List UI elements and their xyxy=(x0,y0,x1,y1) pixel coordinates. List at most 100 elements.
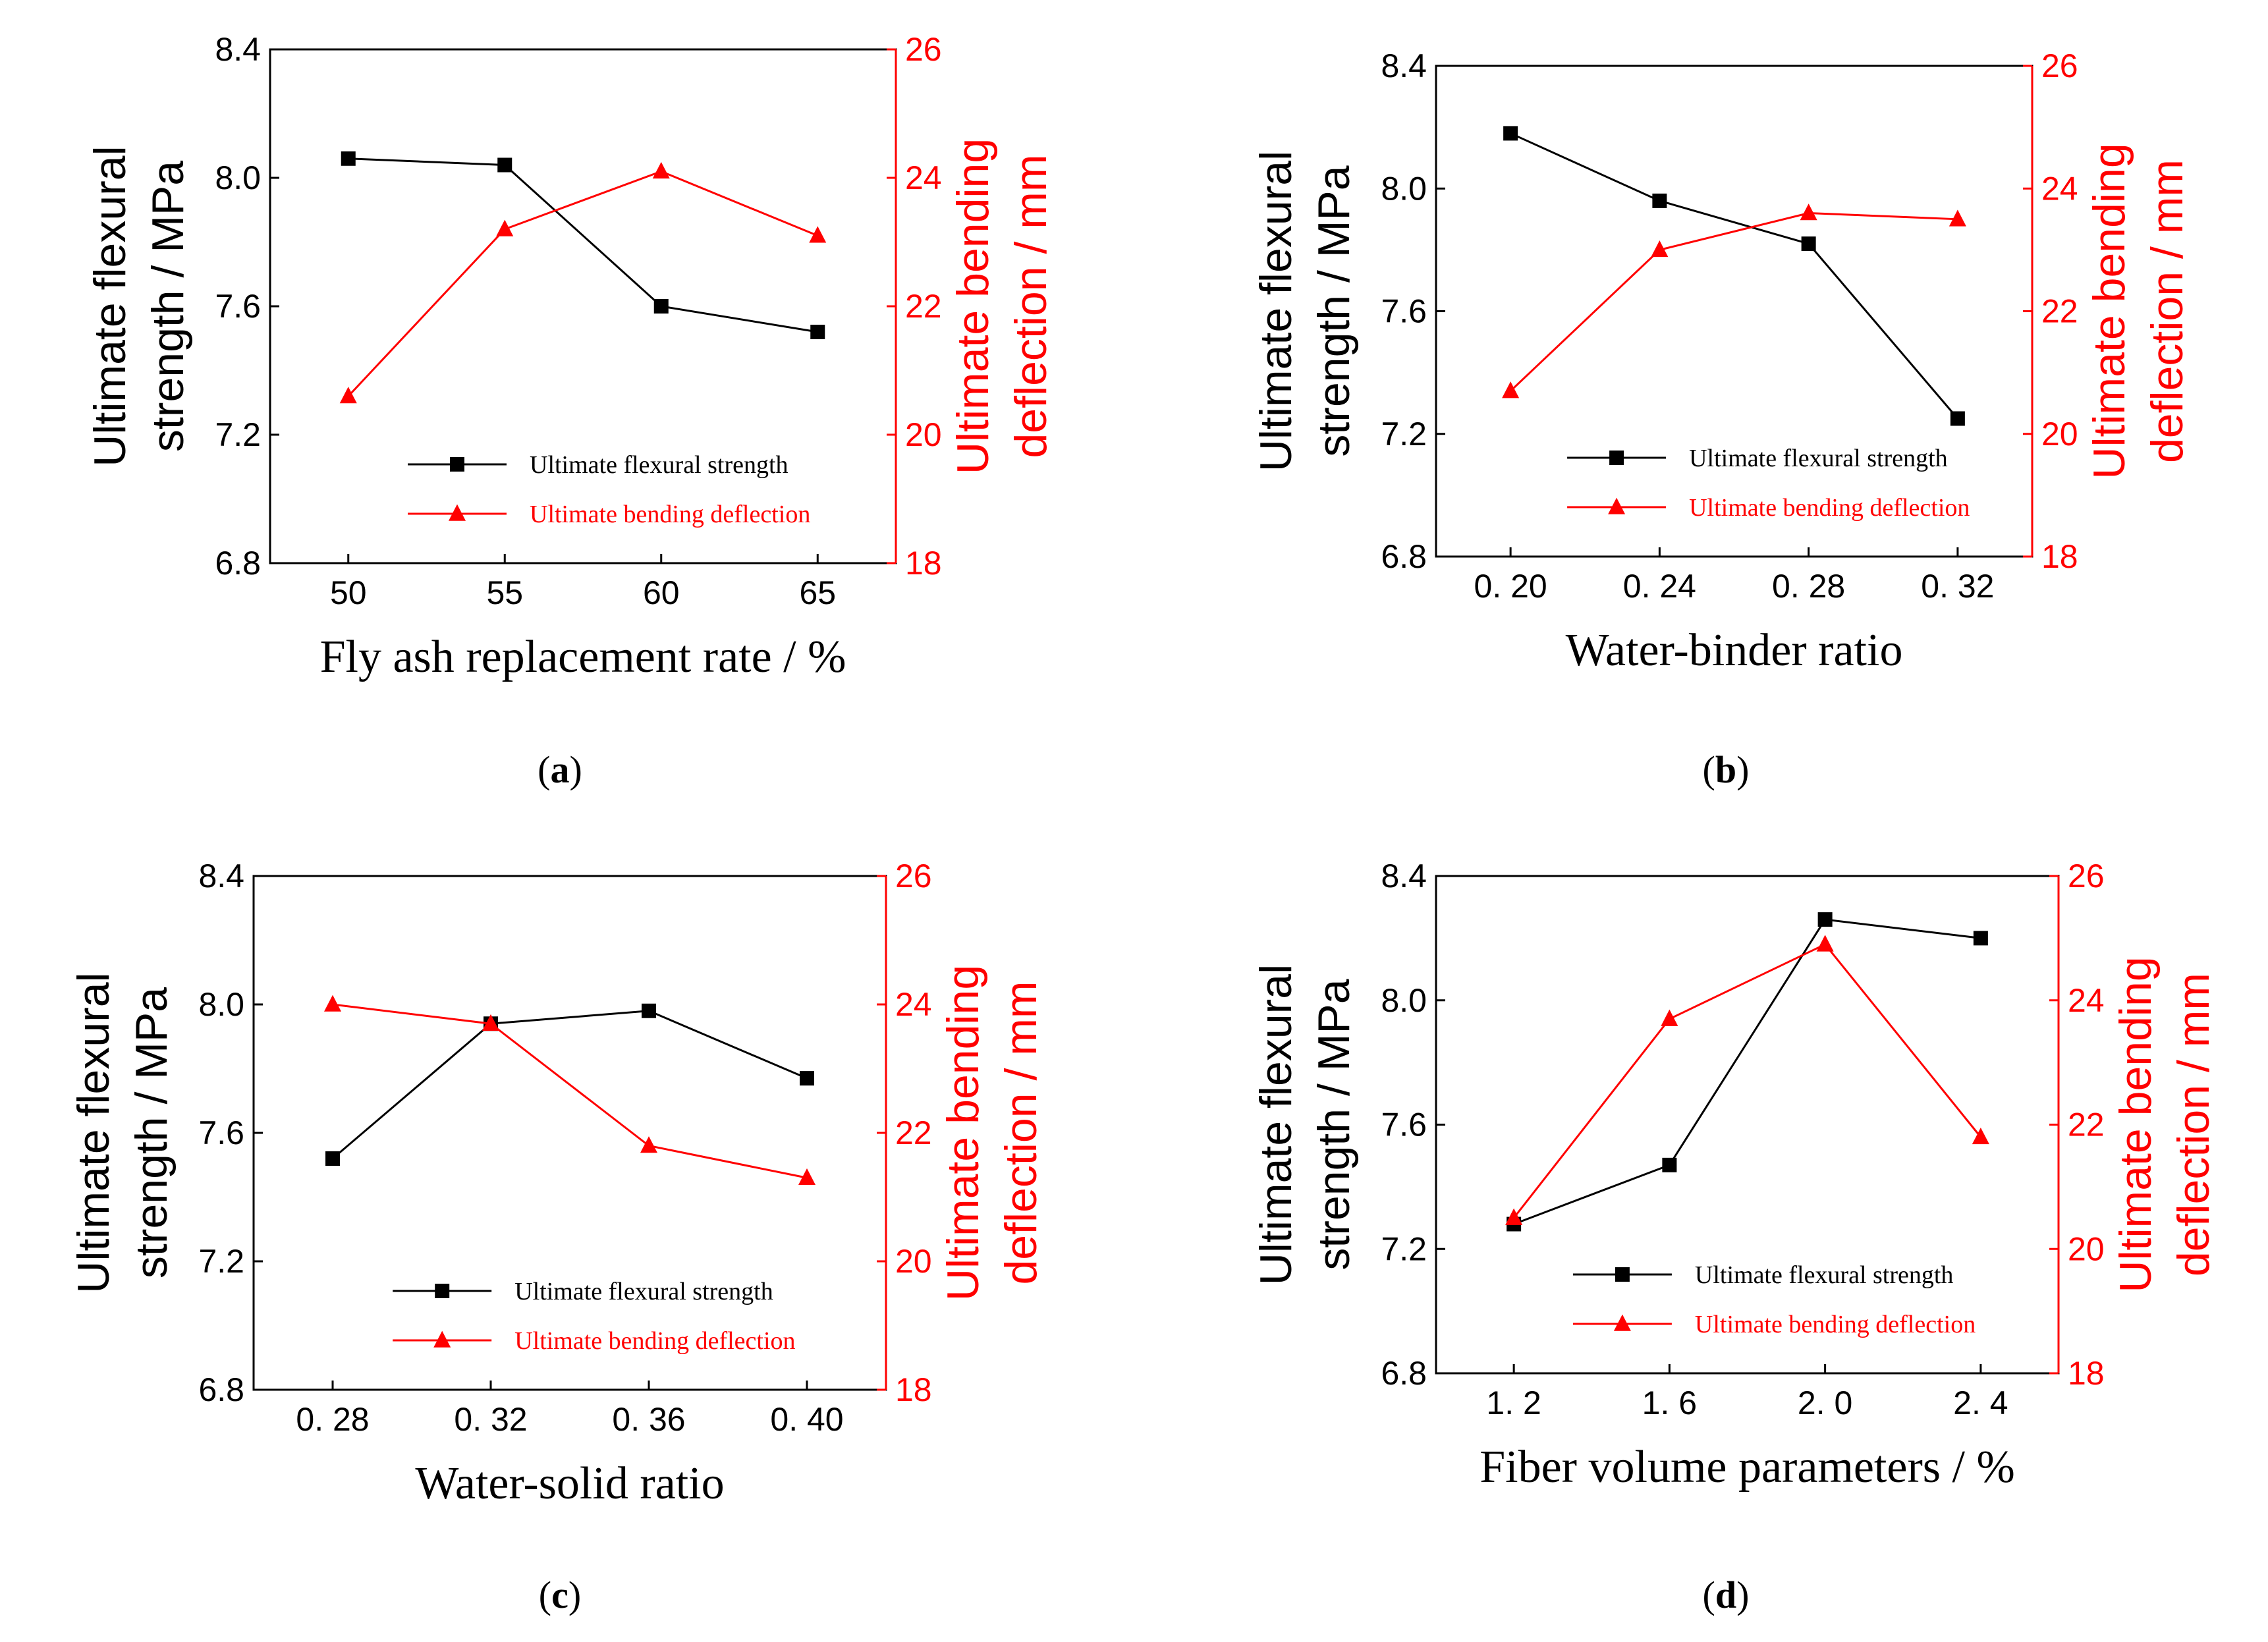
right-tick-label: 26 xyxy=(905,31,942,68)
left-axis-title-line: Ultimate flexural xyxy=(69,972,119,1294)
left-tick-label: 8.4 xyxy=(1381,858,1427,894)
right-tick-label: 18 xyxy=(895,1371,932,1408)
right-tick-label: 18 xyxy=(2068,1355,2105,1392)
right-tick-label: 24 xyxy=(2041,170,2078,207)
x-tick-label: 0. 36 xyxy=(612,1401,685,1438)
caption-open: ( xyxy=(1702,1574,1715,1616)
right-tick-label: 24 xyxy=(905,159,942,196)
right-tick-label: 18 xyxy=(2041,538,2078,575)
right-axis-title: Ultimate bending deflection / mm xyxy=(2084,143,2192,479)
right-tick-label: 22 xyxy=(905,288,942,325)
left-tick-label: 8.0 xyxy=(198,986,244,1023)
x-tick-label: 55 xyxy=(486,574,523,611)
x-tick-label: 0. 28 xyxy=(296,1401,369,1438)
left-axis-title-line: strength / MPa xyxy=(143,161,193,452)
x-tick-label: 1. 2 xyxy=(1486,1384,1541,1421)
caption-d: (d) xyxy=(1627,1573,1825,1617)
left-tick-label: 8.0 xyxy=(1381,982,1427,1019)
caption-letter: a xyxy=(550,748,570,791)
data-point-square xyxy=(810,325,825,339)
x-axis-title: Fly ash replacement rate / % xyxy=(320,632,846,682)
x-axis-title: Fiber volume parameters / % xyxy=(1480,1442,2015,1492)
data-point-triangle xyxy=(1613,1314,1631,1331)
right-tick-label: 18 xyxy=(905,545,942,582)
legend-label: Ultimate bending deflection xyxy=(514,1327,795,1355)
deflection-series-line xyxy=(1512,943,1982,1218)
x-tick-label: 50 xyxy=(330,574,367,611)
chart-panel-c: 6.8 7.2 7.6 8.0 8.4 18 20 22 24 26 0. 28 0. 32 0. 36… xyxy=(69,858,1046,1509)
x-tick-label: 0. 40 xyxy=(770,1401,843,1438)
strength-series-line xyxy=(1513,918,1981,1225)
x-axis-title: Water-binder ratio xyxy=(1566,625,1903,676)
data-point-triangle xyxy=(339,387,357,404)
left-axis-title: Ultimate flexural strength / MPa xyxy=(69,972,177,1294)
left-tick-label: 7.6 xyxy=(1381,1107,1427,1143)
caption-close: ) xyxy=(1736,748,1750,791)
left-tick-label: 7.2 xyxy=(215,416,261,453)
strength-series-line xyxy=(1510,132,1959,420)
left-tick-label: 6.8 xyxy=(215,545,261,582)
left-tick-label: 7.6 xyxy=(215,288,261,325)
left-tick-label: 8.0 xyxy=(1381,170,1427,207)
right-axis-title-line: Ultimate bending xyxy=(2084,143,2134,479)
data-point-square xyxy=(450,457,464,472)
chart-panel-a: 6.8 7.2 7.6 8.0 8.4 18 20 22 24 26 50 55 60 65 Fly ash… xyxy=(85,31,1056,682)
left-tick-label: 7.2 xyxy=(1381,1230,1427,1267)
caption-open: ( xyxy=(1702,748,1715,791)
left-tick-label: 6.8 xyxy=(198,1371,244,1408)
caption-letter: b xyxy=(1715,748,1737,791)
right-tick-label: 24 xyxy=(895,986,932,1023)
left-axis-title: Ultimate flexural strength / MPa xyxy=(85,146,193,467)
plot-frame xyxy=(1435,875,2060,1375)
left-axis-title-line: strength / MPa xyxy=(1309,165,1359,456)
caption-close: ) xyxy=(568,1574,582,1616)
left-tick-label: 7.2 xyxy=(198,1243,244,1280)
right-axis-title: Ultimate bending deflection / mm xyxy=(2111,956,2219,1292)
legend-label: Ultimate flexural strength xyxy=(530,451,788,479)
x-tick-label: 2. 0 xyxy=(1798,1384,1852,1421)
right-tick-label: 20 xyxy=(895,1243,932,1280)
right-tick-label: 24 xyxy=(2068,982,2105,1019)
chart-panel-d: 6.8 7.2 7.6 8.0 8.4 18 20 22 24 26 1. 2 1. 6 2. 0 2. … xyxy=(1251,858,2219,1492)
left-axis-title: Ultimate flexural strength / MPa xyxy=(1251,151,1359,472)
data-point-triangle xyxy=(1502,381,1520,398)
right-tick-label: 22 xyxy=(2068,1107,2105,1143)
plot-frame xyxy=(252,875,887,1391)
caption-open: ( xyxy=(538,748,551,791)
left-tick-label: 8.4 xyxy=(1381,47,1427,84)
left-axis-title-line: Ultimate flexural xyxy=(85,146,135,467)
caption-close: ) xyxy=(569,748,582,791)
x-tick-label: 0. 32 xyxy=(1921,568,1994,605)
data-point-square xyxy=(435,1284,450,1298)
right-tick-label: 20 xyxy=(905,416,942,453)
deflection-series-line xyxy=(347,170,818,397)
data-point-triangle xyxy=(1651,240,1669,258)
legend-label: Ultimate bending deflection xyxy=(1695,1311,1976,1338)
data-point-triangle xyxy=(324,995,341,1012)
data-point-square xyxy=(1801,236,1816,252)
legend-label: Ultimate bending deflection xyxy=(530,501,810,528)
data-point-triangle xyxy=(1661,1009,1678,1026)
right-tick-label: 26 xyxy=(895,858,932,894)
data-point-triangle xyxy=(652,161,670,179)
data-point-square xyxy=(1950,411,1965,426)
x-tick-label: 0. 28 xyxy=(1772,568,1845,605)
data-point-triangle xyxy=(809,226,827,243)
left-axis-title-line: Ultimate flexural xyxy=(1251,151,1301,472)
strength-series-line xyxy=(332,1010,808,1160)
left-tick-label: 6.8 xyxy=(1381,538,1427,575)
right-axis-title: Ultimate bending deflection / mm xyxy=(938,965,1046,1301)
data-point-triangle xyxy=(449,504,466,521)
right-tick-label: 20 xyxy=(2068,1230,2105,1267)
left-axis-title-line: Ultimate flexural xyxy=(1251,964,1301,1286)
x-tick-label: 0. 24 xyxy=(1623,568,1696,605)
caption-b: (b) xyxy=(1627,748,1825,792)
data-point-square xyxy=(341,151,356,166)
x-tick-label: 0. 32 xyxy=(454,1401,527,1438)
x-tick-label: 0. 20 xyxy=(1474,568,1547,605)
right-axis-title-line: deflection / mm xyxy=(996,981,1046,1284)
data-point-triangle xyxy=(1949,209,1966,227)
caption-c: (c) xyxy=(461,1573,659,1617)
right-tick-label: 20 xyxy=(2041,416,2078,452)
